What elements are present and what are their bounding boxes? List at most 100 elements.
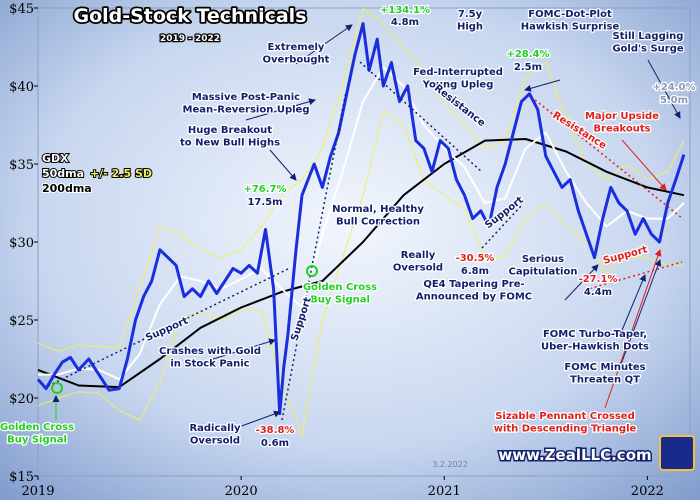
arrow xyxy=(245,98,316,121)
annotation: Announced by FOMC xyxy=(416,292,532,303)
x-tick-label: 2019 xyxy=(21,484,54,499)
annotation: 7.5y xyxy=(458,9,483,20)
x-tick-label: 2022 xyxy=(631,484,664,499)
annotation: 2.5m xyxy=(514,62,542,73)
annotation: Crashes with Gold xyxy=(159,346,261,357)
annotation: Radically xyxy=(189,423,241,434)
annotation: Serious xyxy=(522,254,564,265)
annotation: Oversold xyxy=(393,263,443,274)
annotation: Hawkish Surprise xyxy=(521,22,620,33)
annotation: Buy Signal xyxy=(7,435,67,446)
annotation: 0.6m xyxy=(261,438,289,449)
series-line xyxy=(38,66,685,381)
annotation: -30.5% xyxy=(456,253,495,264)
annotation: -38.8% xyxy=(256,425,295,436)
annotation: Oversold xyxy=(190,436,240,447)
annotation: Mean-Reversion Upleg xyxy=(183,105,310,116)
arrow xyxy=(647,59,681,119)
annotation: Gold's Surge xyxy=(612,44,684,55)
annotation: Buy Signal xyxy=(310,295,370,306)
support-line xyxy=(281,91,347,421)
arrow xyxy=(619,274,646,336)
annotation: +28.4% xyxy=(506,49,549,60)
series-line xyxy=(36,22,686,416)
plot-area: $15 $20 $25 $30 $35 $40 $45 2019 2020 2021 2022 xyxy=(9,2,691,499)
annotation: 17.5m xyxy=(247,197,282,208)
annotation: Extremely xyxy=(268,42,325,53)
annotation: 3.2.2022 xyxy=(432,460,468,469)
annotation: in Stock Panic xyxy=(170,359,249,370)
arrow xyxy=(269,149,297,181)
annotation: Threaten QT xyxy=(570,375,640,386)
trend-lines xyxy=(47,61,683,421)
x-tick-label: 2020 xyxy=(225,484,258,499)
annotation: Sizable Pennant Crossed xyxy=(495,411,635,422)
annotation: Major Upside xyxy=(585,111,659,122)
legend-entry: +/- 2.5 SD xyxy=(90,167,152,180)
annotation: with Descending Triangle xyxy=(494,424,637,435)
arrows xyxy=(52,24,681,429)
annotation: FOMC-Dot-Plot xyxy=(528,9,612,20)
annotation: 6.8m xyxy=(461,266,489,277)
annotation: to New Bull Highs xyxy=(180,138,280,149)
y-tick-label: $20 xyxy=(9,392,34,407)
support-line xyxy=(584,261,683,291)
annotation: Massive Post-Panic xyxy=(192,92,300,103)
arrow xyxy=(295,24,353,65)
arrow xyxy=(619,259,662,368)
y-tick-label: $25 xyxy=(9,314,34,329)
resistance-line xyxy=(534,99,683,219)
arrow xyxy=(235,410,281,429)
chart-title: Gold-Stock Technicals xyxy=(73,5,306,27)
arrow xyxy=(209,338,276,361)
annotation: Fed-Interrupted xyxy=(413,67,503,78)
annotation: +134.1% xyxy=(380,5,430,16)
resistance-line xyxy=(359,61,483,173)
annotation: Golden Cross xyxy=(0,422,74,433)
arrow xyxy=(564,264,599,301)
annotation: 5.0m xyxy=(660,95,688,106)
legend-entry: 50dma xyxy=(42,167,84,180)
legend-entry: 200dma xyxy=(42,182,92,195)
logo xyxy=(659,435,695,471)
annotation: Overbought xyxy=(263,55,330,66)
annotation: Uber-Hawkish Dots xyxy=(541,342,649,353)
band-line xyxy=(37,110,684,438)
annotation: FOMC Turbo-Taper, xyxy=(543,329,647,340)
y-tick-label: $35 xyxy=(9,158,34,173)
annotation: Still Lagging xyxy=(613,31,684,42)
arrow xyxy=(604,249,662,409)
annotation: Bull Correction xyxy=(336,217,420,228)
band-line xyxy=(37,7,685,352)
annotation: -27.1% xyxy=(579,274,618,285)
annotation: Normal, Healthy xyxy=(332,204,424,215)
series-line xyxy=(37,138,685,389)
y-tick-label: $30 xyxy=(9,236,34,251)
annotation: 4.4m xyxy=(584,287,612,298)
chart-subtitle: 2019 - 2022 xyxy=(160,34,220,44)
x-tick-label: 2021 xyxy=(428,484,461,499)
arrow xyxy=(621,139,667,191)
annotation: QE4 Tapering Pre- xyxy=(423,279,524,290)
annotation: Capitulation xyxy=(509,267,578,278)
annotation: 4.8m xyxy=(391,17,419,28)
annotation: +24.0% xyxy=(652,82,695,93)
golden-cross-marker xyxy=(51,382,63,394)
annotation: High xyxy=(457,22,483,33)
arrow xyxy=(524,79,561,92)
y-tick-label: $40 xyxy=(9,80,34,95)
y-tick-label: $45 xyxy=(9,2,34,17)
annotation: FOMC Minutes xyxy=(564,362,645,373)
golden-cross-marker xyxy=(306,265,318,277)
annotation: Really xyxy=(401,250,436,261)
annotation: Golden Cross xyxy=(303,282,377,293)
legend-entry: GDX xyxy=(42,152,69,165)
y-tick-label: $15 xyxy=(9,470,34,485)
annotation: +76.7% xyxy=(243,184,286,195)
annotation: Huge Breakout xyxy=(188,125,272,136)
annotation: Breakouts xyxy=(593,124,650,135)
annotation: Young Upleg xyxy=(422,80,494,91)
annotation: www.ZealLLC.com xyxy=(498,446,651,464)
